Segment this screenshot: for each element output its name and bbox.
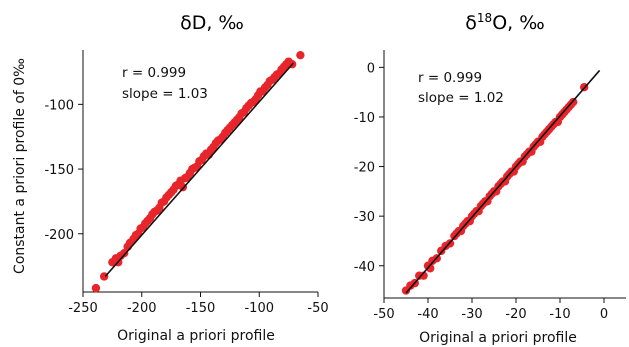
panel-d18O-y-tick-label: -10	[354, 111, 375, 126]
panel-d18O-y-tick-label: -30	[354, 210, 375, 225]
shared-y-axis-label: Constant a priori profile of 0‰	[12, 58, 28, 274]
panel-d18O-data-point	[419, 271, 428, 280]
panel-dD-x-tick-label: -150	[186, 301, 216, 316]
panel-d18O-x-tick-label: -10	[549, 307, 570, 322]
panel-d18O-title-rest: O, ‰	[492, 12, 545, 34]
panel-dD-x-tick-label: -200	[127, 301, 157, 316]
panel-dD-x-tick-label: -100	[244, 301, 274, 316]
panel-d18O-title-main: δ	[465, 12, 477, 34]
panel-d18O-x-tick-label: -50	[373, 307, 394, 322]
panel-dD-y-tick-label: -100	[44, 98, 74, 113]
panel-d18O-fit-line	[405, 69, 601, 294]
panel-d18O-data-point	[426, 264, 435, 273]
panel-dD-data-point	[296, 50, 305, 60]
panel-d18O-title: δ18O, ‰	[465, 11, 544, 34]
panel-d18O-y-tick-label: -20	[354, 161, 375, 176]
panel-d18O-x-axis-label: Original a priori profile	[419, 330, 577, 346]
panel-dD-data-point	[119, 248, 129, 258]
panel-d18O-y-tick-label: 0	[367, 61, 375, 76]
panel-d18O-title-superscript: 18	[477, 11, 492, 25]
panel-dD-r-annotation: r = 0.999	[122, 65, 186, 81]
panel-d18O-x-tick-label: 0	[600, 307, 608, 322]
panel-d18O-slope-annotation: slope = 1.02	[418, 90, 504, 106]
panel-dD-title: δD, ‰	[180, 12, 244, 34]
panel-dD-y-tick-label: -150	[44, 163, 74, 178]
panel-dD-x-tick-label: -250	[68, 301, 98, 316]
panel-dD-plot: -250 -200 -150 -100 -50 -200 -150 -100	[44, 50, 329, 316]
panel-dD-data-point	[91, 283, 101, 293]
panel-dD-x-axis-label: Original a priori profile	[117, 328, 275, 344]
panel-dD-x-tick-label: -50	[307, 301, 328, 316]
panel-d18O-x-tick-label: -20	[505, 307, 526, 322]
panel-d18O-y-tick-label: -40	[354, 260, 375, 275]
panel-d18O-x-tick-label: -30	[461, 307, 482, 322]
panel-dD-fit-line	[104, 62, 294, 277]
panel-d18O: δ18O, ‰ -50 -40 -30 -20 -10 0 -40 -30 -20 -10 0 r …	[354, 11, 626, 346]
panel-dD: δD, ‰ -250 -200 -150 -100 -50 -200 -150 -100 r …	[44, 12, 328, 344]
panel-d18O-x-tick-label: -40	[417, 307, 438, 322]
panel-dD-slope-annotation: slope = 1.03	[122, 86, 208, 102]
panel-d18O-r-annotation: r = 0.999	[418, 70, 482, 86]
panel-d18O-plot: -50 -40 -30 -20 -10 0 -40 -30 -20 -10 0	[354, 50, 626, 322]
panel-dD-y-tick-label: -200	[44, 228, 74, 243]
